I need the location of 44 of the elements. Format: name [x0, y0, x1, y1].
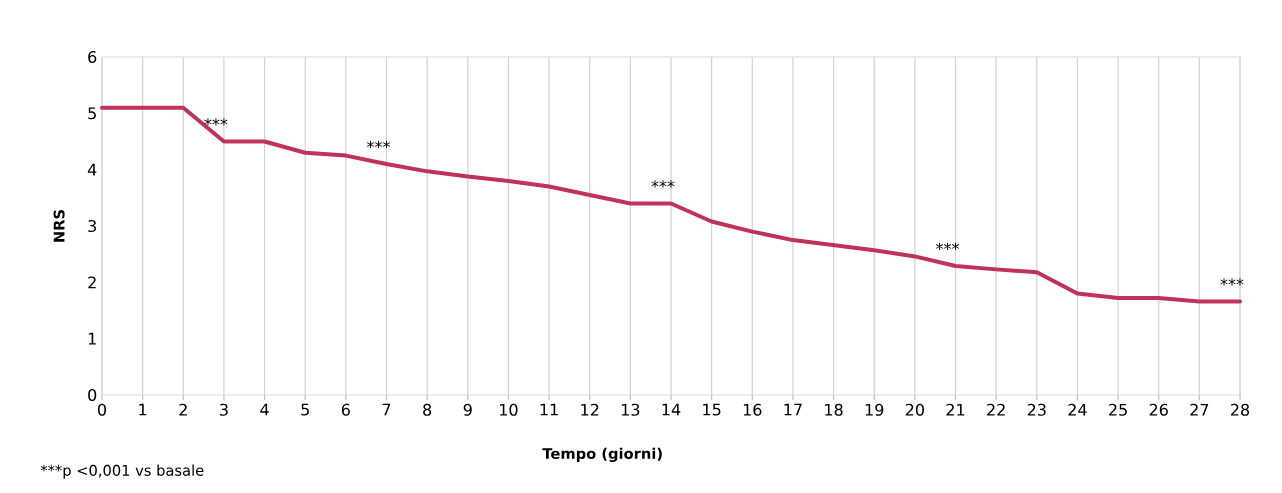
y-tick-label: 4: [87, 163, 97, 176]
x-tick-label: 21: [946, 403, 965, 416]
annotation: ***: [1220, 278, 1244, 286]
annotation: ***: [204, 118, 228, 126]
x-tick-label: 16: [743, 403, 762, 416]
y-tick-label: 2: [88, 276, 96, 289]
x-tick-label: 14: [662, 403, 681, 416]
x-tick-label: 2: [179, 403, 187, 416]
y-tick-label: 3: [88, 219, 96, 233]
x-tick-label: 17: [784, 403, 802, 416]
x-tick-label: 6: [341, 403, 350, 416]
x-tick-label: 22: [987, 403, 1005, 416]
y-axis-title: NRS: [53, 210, 65, 242]
x-tick-label: 15: [703, 403, 721, 416]
x-tick-label: 23: [1027, 403, 1046, 416]
text: ***p <0,001 vs basale: [40, 464, 204, 479]
x-axis-title: Tempo (giorni): [542, 447, 662, 463]
x-tick-label: 8: [423, 403, 432, 416]
x-tick-label: 0: [97, 403, 107, 416]
x-tick-label: 18: [825, 403, 843, 416]
y-tick-label: 6: [88, 50, 97, 64]
x-tick-label: 19: [865, 403, 884, 416]
x-tick-label: 11: [540, 403, 558, 416]
annotation: ***: [651, 180, 675, 188]
x-tick-label: 1: [139, 403, 147, 416]
x-tick-label: 25: [1109, 403, 1127, 416]
x-tick-label: 9: [463, 403, 472, 416]
annotation: ***: [935, 242, 960, 251]
x-tick-label: 5: [301, 403, 309, 416]
x-tick-label: 20: [905, 403, 924, 416]
x-tick-label: 13: [621, 403, 640, 416]
x-tick-label: 26: [1149, 403, 1168, 416]
x-tick-label: 27: [1190, 403, 1209, 416]
x-tick-label: 7: [382, 403, 391, 416]
annotation: ***: [366, 140, 391, 149]
x-tick-label: 24: [1068, 403, 1087, 416]
y-tick-label: 0: [88, 388, 97, 402]
x-tick-label: 10: [500, 403, 518, 416]
y-tick-label: 5: [88, 107, 96, 120]
x-tick-label: 12: [581, 403, 599, 416]
x-tick-label: 3: [220, 403, 228, 416]
y-tick-label: 1: [88, 332, 96, 345]
x-tick-label: 28: [1231, 403, 1250, 416]
x-tick-label: 4: [260, 403, 269, 416]
